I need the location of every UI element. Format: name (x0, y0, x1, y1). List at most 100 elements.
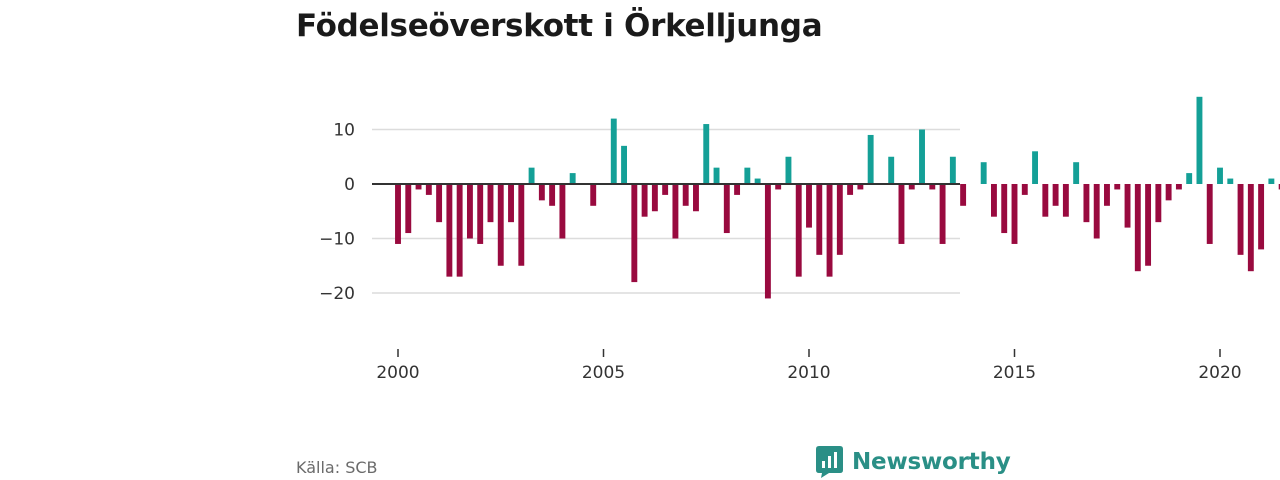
bar (682, 184, 689, 206)
bar (764, 184, 771, 299)
bar (549, 184, 556, 206)
bar (734, 184, 741, 195)
bar (569, 173, 576, 184)
bar (1021, 184, 1028, 195)
bar (723, 184, 730, 234)
bar (1093, 184, 1100, 239)
bar (1155, 184, 1162, 223)
bar (960, 184, 967, 206)
bar (641, 184, 648, 217)
x-axis: 200020052010201520202025 (376, 349, 1242, 383)
bar (795, 184, 802, 277)
bar (775, 184, 782, 190)
bar (651, 184, 658, 212)
bar (415, 184, 422, 190)
bar (1134, 184, 1141, 272)
bar (1175, 184, 1182, 190)
bar (949, 156, 956, 184)
bar (754, 178, 761, 184)
bar (1186, 173, 1193, 184)
bar (610, 118, 617, 184)
bar (405, 184, 412, 234)
bar (1258, 184, 1265, 250)
x-tick-label: 2005 (582, 363, 625, 383)
bar (621, 145, 627, 184)
bar (1268, 178, 1275, 184)
bar (980, 162, 987, 184)
bar (867, 134, 874, 184)
bar (590, 184, 597, 206)
bar (991, 184, 997, 217)
bar (1104, 184, 1110, 206)
bar (1032, 151, 1038, 184)
y-tick-label: −20 (319, 284, 355, 304)
bar (919, 129, 925, 184)
bar (1052, 184, 1059, 206)
x-tick-label: 2000 (376, 363, 419, 383)
brand-name: Newsworthy (852, 449, 1011, 475)
bar (1165, 184, 1172, 201)
bar (559, 184, 566, 239)
bar (631, 184, 638, 283)
bar (395, 184, 401, 244)
bar (1042, 184, 1049, 217)
bar (744, 167, 751, 184)
bar (836, 184, 843, 255)
bar (487, 184, 494, 223)
source-note: Källa: SCB (296, 458, 378, 477)
y-tick-label: −10 (319, 230, 355, 250)
bar (497, 184, 504, 266)
bar-chart: 100−10−20 200020052010201520202025 (319, 96, 1280, 383)
bar (446, 184, 453, 277)
bar (713, 167, 720, 184)
bar (477, 184, 484, 244)
bar (1114, 184, 1121, 190)
bar-series (395, 96, 1280, 299)
bar (939, 184, 946, 244)
bar (693, 184, 699, 212)
bar (672, 184, 679, 239)
bar (847, 184, 854, 195)
y-tick-label: 10 (333, 121, 355, 141)
bar (1011, 184, 1018, 244)
bar (1196, 96, 1203, 184)
bar (826, 184, 833, 277)
bar (857, 184, 864, 190)
bar (1278, 184, 1280, 190)
bar (528, 167, 535, 184)
bar (662, 184, 669, 195)
bar (456, 184, 463, 277)
bar (1124, 184, 1131, 228)
newsworthy-logo-icon (816, 446, 843, 478)
chart-title: Födelseöverskott i Örkelljunga (296, 8, 823, 44)
bar (816, 184, 823, 255)
bar (1001, 184, 1008, 234)
bar (1206, 184, 1213, 244)
bar (806, 184, 812, 228)
bar (1247, 184, 1254, 272)
bar (1227, 178, 1234, 184)
x-tick-label: 2015 (993, 363, 1036, 383)
y-tick-label: 0 (344, 175, 355, 195)
bar (785, 156, 792, 184)
bar (518, 184, 525, 266)
bar (888, 156, 895, 184)
bar (703, 124, 710, 184)
bar (1217, 167, 1223, 184)
bar (908, 184, 915, 190)
bar (538, 184, 545, 201)
bar (466, 184, 473, 239)
y-axis: 10 0 −10 −20 (319, 121, 355, 305)
bar (929, 184, 936, 190)
x-tick-label: 2020 (1198, 363, 1241, 383)
bar (898, 184, 905, 244)
bar (1083, 184, 1090, 223)
bar (1062, 184, 1069, 217)
newsworthy-brand: Newsworthy (816, 446, 1011, 478)
x-tick-label: 2010 (787, 363, 830, 383)
bar (425, 184, 432, 195)
bar (508, 184, 514, 223)
bar (1073, 162, 1080, 184)
bar (1145, 184, 1152, 266)
bar (436, 184, 443, 223)
